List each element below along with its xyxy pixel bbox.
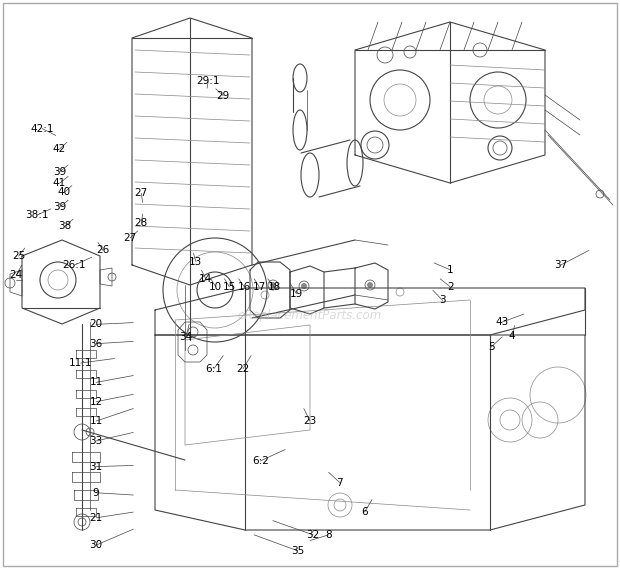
Text: 5: 5 <box>488 342 494 352</box>
Text: 38:1: 38:1 <box>25 210 49 220</box>
Text: 25: 25 <box>12 251 25 261</box>
Text: 26:1: 26:1 <box>63 260 86 270</box>
Text: 18: 18 <box>267 282 281 292</box>
Text: 1: 1 <box>447 265 453 275</box>
Circle shape <box>270 282 275 287</box>
Text: 21: 21 <box>89 513 103 523</box>
Text: 6:2: 6:2 <box>252 456 269 466</box>
Text: 6: 6 <box>361 507 368 517</box>
Text: 23: 23 <box>303 416 317 426</box>
Text: 30: 30 <box>89 540 103 550</box>
Text: 42: 42 <box>53 144 66 154</box>
Text: 37: 37 <box>554 260 567 270</box>
Text: 33: 33 <box>89 436 103 446</box>
Text: 13: 13 <box>189 257 203 267</box>
Text: 9: 9 <box>93 488 99 498</box>
Text: 35: 35 <box>291 546 304 556</box>
Text: 7: 7 <box>337 477 343 488</box>
Text: 17: 17 <box>252 282 266 292</box>
Text: 14: 14 <box>199 274 213 284</box>
Text: 11:1: 11:1 <box>69 358 92 368</box>
Text: 29: 29 <box>216 90 230 101</box>
Text: 39: 39 <box>53 167 66 177</box>
Text: 43: 43 <box>495 317 509 327</box>
Text: 24: 24 <box>9 270 23 281</box>
Text: 40: 40 <box>58 187 71 197</box>
Text: 15: 15 <box>223 282 236 292</box>
Text: 11: 11 <box>89 416 103 426</box>
Text: 3: 3 <box>440 295 446 306</box>
Text: 28: 28 <box>135 218 148 228</box>
Text: 11: 11 <box>89 377 103 387</box>
Text: 10: 10 <box>209 282 223 292</box>
Text: 20: 20 <box>89 319 103 329</box>
Text: 39: 39 <box>53 202 66 212</box>
Text: 32: 32 <box>306 530 320 540</box>
Text: 38: 38 <box>58 221 71 232</box>
Text: 34: 34 <box>179 332 193 342</box>
Text: 27: 27 <box>135 188 148 199</box>
Text: 8: 8 <box>326 530 332 540</box>
Circle shape <box>368 282 373 287</box>
Text: 6:1: 6:1 <box>205 364 223 374</box>
Text: 31: 31 <box>89 461 103 472</box>
Text: 22: 22 <box>236 364 250 374</box>
Text: 41: 41 <box>53 178 66 188</box>
Text: 29:1: 29:1 <box>197 76 220 86</box>
Text: 4: 4 <box>509 331 515 341</box>
Text: 12: 12 <box>89 397 103 407</box>
Text: eReplacementParts.com: eReplacementParts.com <box>238 308 382 321</box>
Text: 42:1: 42:1 <box>30 123 54 134</box>
Text: 27: 27 <box>123 233 137 243</box>
Circle shape <box>301 283 306 288</box>
Text: 2: 2 <box>447 282 453 292</box>
Text: 26: 26 <box>96 245 110 255</box>
Text: 36: 36 <box>89 339 103 349</box>
Text: 19: 19 <box>290 288 303 299</box>
Text: 16: 16 <box>237 282 251 292</box>
